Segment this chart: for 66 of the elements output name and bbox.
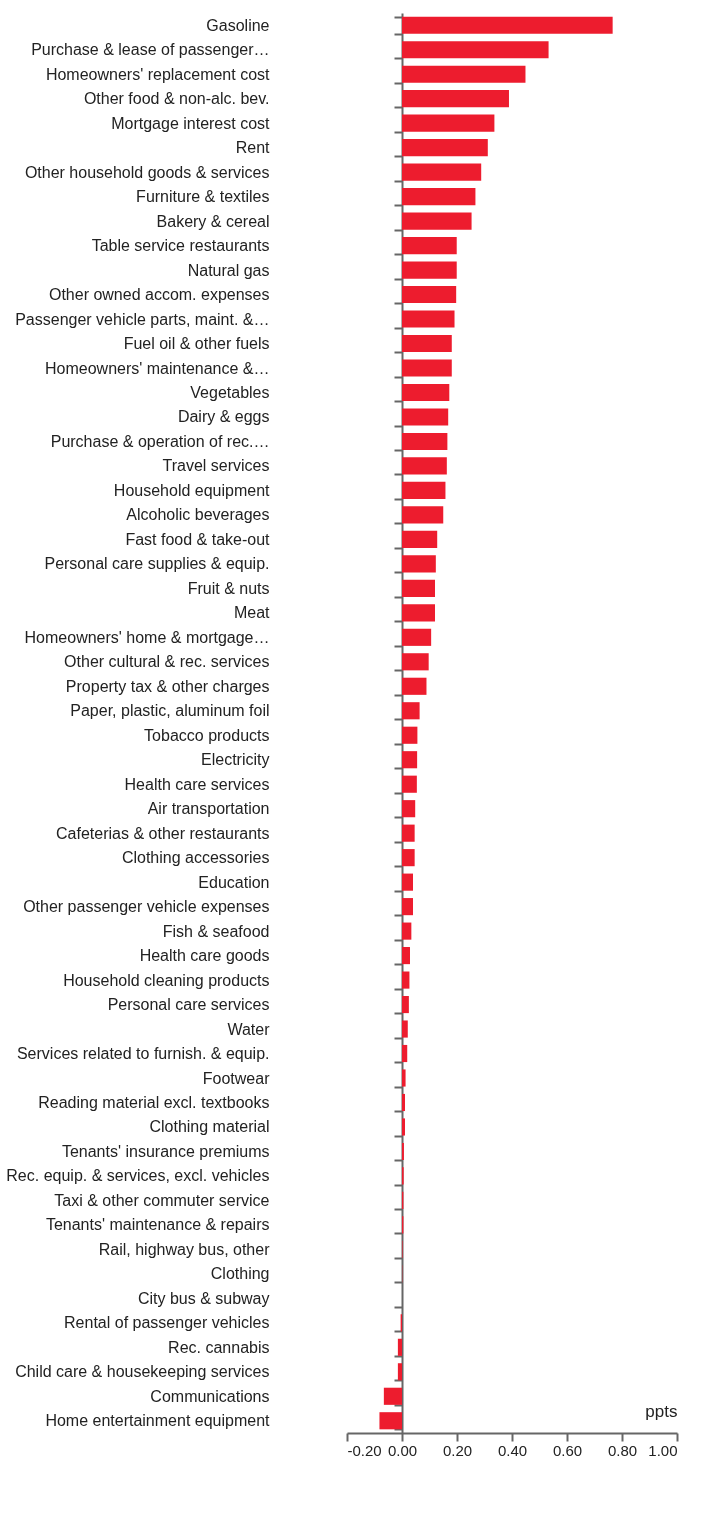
y-tick-label: Clothing (210, 1265, 270, 1283)
y-tick-label: Mortgage interest cost (111, 114, 271, 132)
y-tick-label: Paper, plastic, aluminum foil (70, 702, 270, 720)
y-tick-label: Vegetables (190, 383, 270, 401)
y-tick-label: Personal care supplies & equip. (44, 555, 270, 573)
y-tick-label: Fruit & nuts (187, 579, 270, 597)
y-tick-label: Other owned accom. expenses (48, 286, 270, 304)
y-tick-label: Other household goods & services (24, 163, 270, 181)
y-tick-label: Tobacco products (144, 726, 270, 744)
y-tick-label: Rail, highway bus, other (98, 1240, 271, 1258)
y-tick-label: Fuel oil & other fuels (123, 335, 270, 353)
y-tick-label: Other passenger vehicle expenses (23, 898, 270, 916)
y-tick-label: Purchase & lease of passenger… (31, 41, 270, 59)
y-tick-label: Tenants' insurance premiums (61, 1142, 270, 1160)
y-tick-label: Furniture & textiles (136, 188, 270, 206)
y-tick-label: Air transportation (147, 800, 270, 818)
y-tick-label: Other cultural & rec. services (64, 653, 270, 671)
y-tick-label: Dairy & eggs (177, 408, 270, 426)
y-tick-label: Household cleaning products (63, 971, 270, 989)
y-tick-label: Other food & non-alc. bev. (83, 90, 270, 108)
y-tick-label: Rec. cannabis (168, 1338, 270, 1356)
y-tick-label: Rental of passenger vehicles (64, 1314, 270, 1332)
y-tick-label: Fish & seafood (162, 922, 270, 940)
y-tick-label: Table service restaurants (91, 237, 270, 255)
y-tick-label: Child care & housekeeping services (15, 1363, 270, 1381)
y-tick-label: Passenger vehicle parts, maint. &… (15, 310, 270, 328)
y-tick-label: Reading material excl. textbooks (38, 1093, 270, 1111)
y-tick-label: Homeowners' home & mortgage… (24, 628, 270, 646)
y-tick-label: Homeowners' maintenance &… (45, 359, 270, 377)
y-tick-label: Communications (150, 1387, 270, 1405)
y-tick-label: Electricity (201, 751, 270, 769)
x-tick-label: 0.40 (497, 1441, 528, 1459)
y-tick-label: Cafeterias & other restaurants (56, 824, 270, 842)
y-tick-label: Home entertainment equipment (45, 1412, 271, 1430)
y-tick-label: Education (198, 873, 270, 891)
y-tick-label: Health care services (124, 775, 270, 793)
x-tick-label: -0.20 (347, 1441, 382, 1459)
y-tick-label: Footwear (202, 1069, 271, 1087)
y-tick-label: Clothing accessories (121, 849, 270, 867)
y-tick-label: Homeowners' replacement cost (45, 65, 271, 83)
y-tick-label: Personal care services (107, 996, 270, 1014)
y-tick-label: Fast food & take-out (125, 530, 271, 548)
y-tick-label: Water (227, 1020, 271, 1038)
y-tick-label: Natural gas (187, 261, 270, 279)
x-tick-label: 0.80 (607, 1441, 638, 1459)
y-tick-label: Rec. equip. & services, excl. vehicles (6, 1167, 270, 1185)
y-tick-label: Bakery & cereal (156, 212, 270, 230)
y-tick-label: City bus & subway (137, 1289, 270, 1307)
x-tick-label: 1.00 (648, 1441, 678, 1459)
x-tick-label: 0.00 (387, 1441, 418, 1459)
y-tick-label: Meat (233, 604, 271, 622)
y-tick-label: Property tax & other charges (65, 677, 270, 695)
y-tick-label: Household equipment (113, 481, 271, 499)
y-tick-label: Travel services (162, 457, 270, 475)
x-tick-label: 0.20 (442, 1441, 473, 1459)
x-axis-title: ppts (645, 1401, 678, 1421)
y-tick-label: Tenants' maintenance & repairs (45, 1216, 270, 1234)
y-tick-label: Taxi & other commuter service (54, 1191, 270, 1209)
y-tick-label: Rent (235, 139, 271, 157)
y-tick-label: Gasoline (206, 16, 270, 34)
y-tick-label: Health care goods (139, 947, 270, 965)
y-tick-label: Clothing material (149, 1118, 270, 1136)
x-tick-label: 0.60 (552, 1441, 583, 1459)
y-tick-label: Alcoholic beverages (126, 506, 270, 524)
y-tick-label: Services related to furnish. & equip. (16, 1045, 270, 1063)
y-tick-label: Purchase & operation of rec.… (50, 432, 270, 450)
